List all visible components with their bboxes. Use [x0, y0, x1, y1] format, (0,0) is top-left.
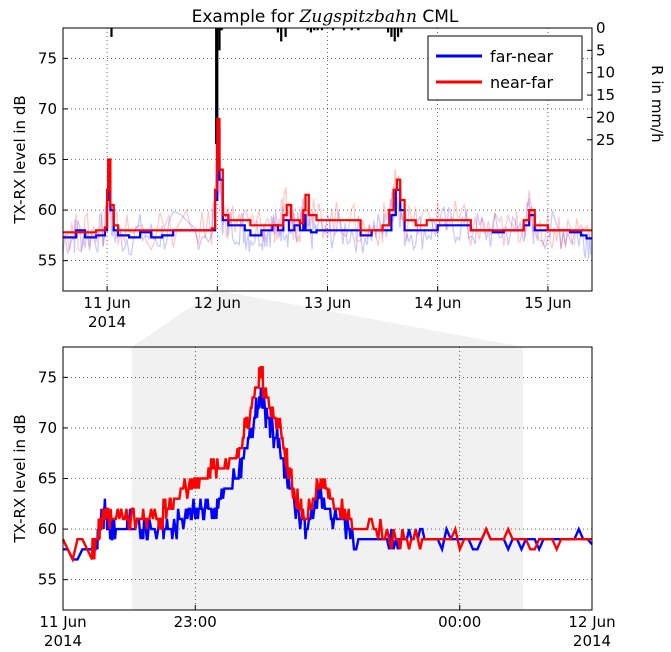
zoom-y-tick-label: 55	[38, 571, 57, 589]
overview-y-axis-label: TX-RX level in dB	[11, 95, 29, 224]
overview-x-tick-label: 12 Jun	[194, 294, 241, 312]
rain-bars	[110, 28, 403, 163]
overview-y-tick-label: 75	[38, 49, 57, 67]
overview-series-near-far	[63, 117, 592, 234]
overview-y-tick-label: 60	[38, 201, 57, 219]
overview-x-tick-label: 15 Jun	[524, 294, 571, 312]
zoom-x-tick-label: 00:00	[438, 613, 481, 631]
rain-axis-tick-label: 15	[596, 86, 615, 104]
zoom-y-tick-label: 65	[38, 470, 57, 488]
rain-axis-ticks: 0 5 10 15 20 25	[587, 19, 615, 149]
legend-box	[427, 35, 583, 101]
zoom-y-axis-label: TX-RX level in dB	[11, 414, 29, 543]
zoom-y-tick-label: 75	[38, 368, 57, 386]
overview-x-tick-label: 13 Jun	[304, 294, 351, 312]
chart-title: Example for Zugspitzbahn CML	[192, 7, 459, 27]
chart-title-emphasis: Zugspitzbahn	[299, 7, 417, 27]
overview-series	[62, 109, 592, 259]
overview-series-far-near	[63, 128, 592, 240]
zoom-x-tick-label: 23:00	[174, 613, 217, 631]
zoom-x-tick-sublabel: 2014	[573, 632, 611, 650]
zoom-series-far-near	[63, 387, 593, 561]
zoom-x-tick-sublabel: 2014	[44, 632, 82, 650]
overview-x-tick-label: 14 Jun	[414, 294, 461, 312]
overview-x-tick-sublabel: 2014	[88, 313, 126, 331]
rain-axis-tick-label: 10	[596, 64, 615, 82]
rain-axis-label: R in mm/h	[648, 65, 666, 142]
zoom-series-near-far	[61, 366, 592, 563]
legend: far-near near-far	[427, 35, 583, 101]
zoom-connector-shade	[131, 291, 524, 347]
zoom-y-tick-label: 60	[38, 520, 57, 538]
zoom-y-tick-label: 70	[38, 419, 57, 437]
zoom-x-tick-label: 12 Jun	[568, 613, 615, 631]
zoom-series	[61, 366, 593, 563]
overview-x-tick-label: 11 Jun	[83, 294, 130, 312]
rain-axis-tick-label: 5	[596, 41, 606, 59]
chart-title-suffix: CML	[417, 7, 459, 27]
legend-label-near-far: near-far	[490, 73, 554, 92]
rain-axis-tick-label: 25	[596, 131, 615, 149]
legend-label-far-near: far-near	[490, 47, 554, 66]
overview-y-tick-label: 55	[38, 252, 57, 270]
rain-axis-tick-label: 0	[596, 19, 606, 37]
overview-y-tick-label: 65	[38, 151, 57, 169]
overview-y-ticks: 55 60 65 70 75	[38, 49, 68, 270]
zoom-x-tick-label: 11 Jun	[39, 613, 86, 631]
rain-axis-tick-label: 20	[596, 108, 615, 126]
chart-title-prefix: Example for	[192, 7, 300, 27]
zoom-grid	[62, 347, 593, 610]
overview-y-tick-label: 70	[38, 100, 57, 118]
zoom-y-ticks: 55 60 65 70 75	[38, 368, 68, 589]
